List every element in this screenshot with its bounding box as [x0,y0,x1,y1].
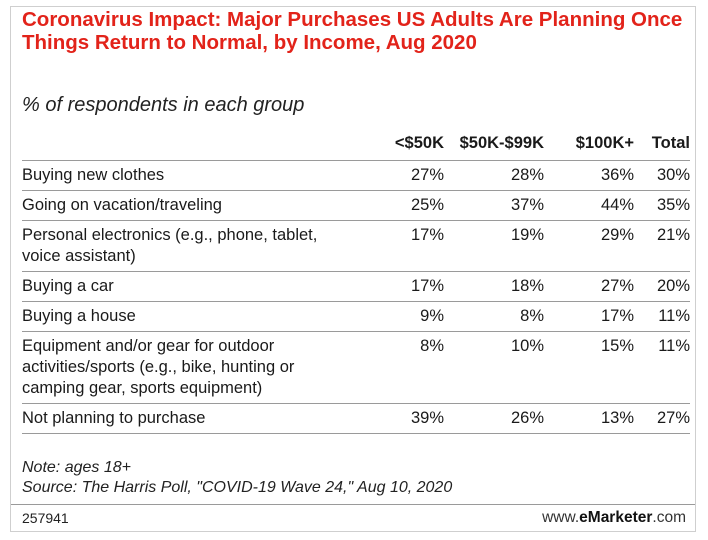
cell-value: 44% [544,190,634,221]
cell-value: 20% [634,271,690,302]
row-label: Going on vacation/traveling [22,190,362,221]
table-row: Buying a car 17% 18% 27% 20% [22,271,690,302]
table-row: Equipment and/or gear for outdoor activi… [22,331,690,404]
cell-value: 19% [444,220,544,272]
table-row: Buying new clothes 27% 28% 36% 30% [22,160,690,191]
brand-name: eMarketer [579,509,653,526]
chart-frame [10,6,696,532]
cell-value: 28% [444,160,544,191]
table-row: Not planning to purchase 39% 26% 13% 27% [22,403,690,434]
cell-value: 36% [544,160,634,191]
column-header-100k-plus: $100K+ [544,128,634,161]
cell-value: 17% [362,271,444,302]
cell-value: 27% [544,271,634,302]
source-text: Source: The Harris Poll, "COVID-19 Wave … [22,479,453,496]
column-header-total: Total [634,128,690,161]
chart-id: 257941 [22,510,69,526]
row-label: Personal electronics (e.g., phone, table… [22,220,362,272]
cell-value: 13% [544,403,634,434]
footer-divider [11,504,695,505]
row-label: Buying a car [22,271,362,302]
brand-suffix: .com [652,509,686,526]
cell-value: 9% [362,301,444,332]
cell-value: 8% [362,331,444,404]
cell-value: 17% [544,301,634,332]
table-row: Going on vacation/traveling 25% 37% 44% … [22,190,690,221]
cell-value: 18% [444,271,544,302]
cell-value: 26% [444,403,544,434]
chart-notes: Note: ages 18+ Source: The Harris Poll, … [22,458,452,498]
cell-value: 11% [634,331,690,404]
cell-value: 29% [544,220,634,272]
cell-value: 17% [362,220,444,272]
column-header-under-50k: <$50K [362,128,444,161]
cell-value: 15% [544,331,634,404]
cell-value: 10% [444,331,544,404]
column-header-50k-99k: $50K-$99K [444,128,544,161]
cell-value: 21% [634,220,690,272]
table-body: Buying new clothes 27% 28% 36% 30% Going… [22,160,690,434]
row-label: Not planning to purchase [22,403,362,434]
note-text: Note: ages 18+ [22,459,131,476]
cell-value: 35% [634,190,690,221]
table-row: Personal electronics (e.g., phone, table… [22,220,690,272]
cell-value: 11% [634,301,690,332]
brand-prefix: www. [542,509,580,526]
chart-subtitle: % of respondents in each group [22,94,305,116]
table-header-row: <$50K $50K-$99K $100K+ Total [22,128,690,161]
row-label: Buying a house [22,301,362,332]
chart-title: Coronavirus Impact: Major Purchases US A… [22,8,683,54]
row-label: Buying new clothes [22,160,362,191]
cell-value: 39% [362,403,444,434]
cell-value: 30% [634,160,690,191]
cell-value: 27% [634,403,690,434]
column-header-label [22,128,362,161]
brand-logo: www.eMarketer.com [542,509,686,527]
cell-value: 8% [444,301,544,332]
table-row: Buying a house 9% 8% 17% 11% [22,301,690,332]
row-label: Equipment and/or gear for outdoor activi… [22,331,362,404]
cell-value: 37% [444,190,544,221]
cell-value: 27% [362,160,444,191]
data-table: <$50K $50K-$99K $100K+ Total Buying new … [22,128,690,434]
cell-value: 25% [362,190,444,221]
